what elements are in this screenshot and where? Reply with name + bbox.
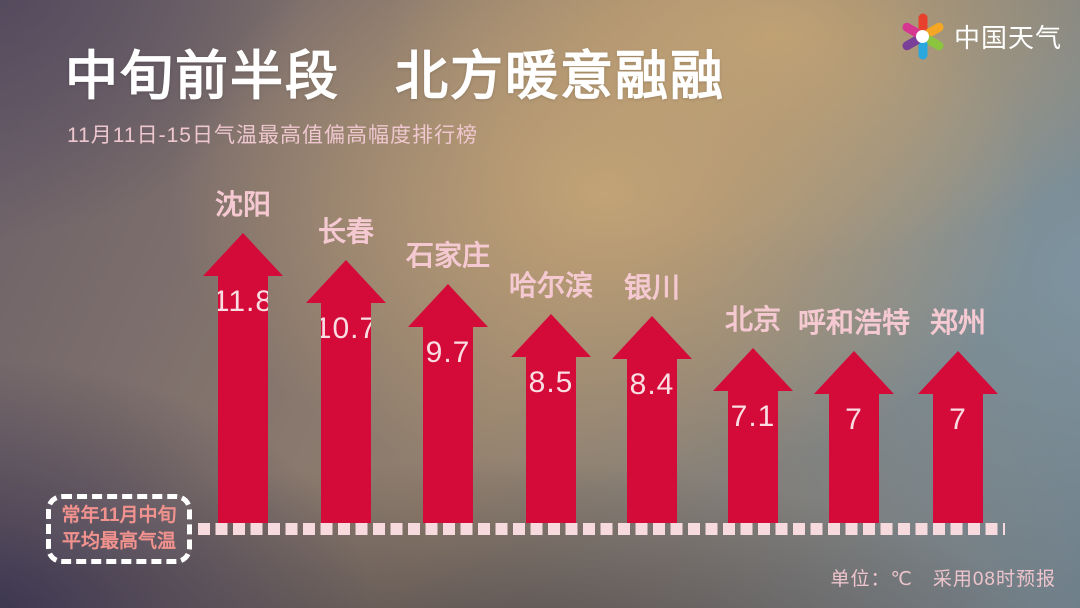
- bar-arrow-group: 长春 10.7: [306, 216, 386, 523]
- bar-arrow-group: 银川 8.4: [612, 272, 692, 523]
- up-arrow-icon: 9.7: [408, 284, 488, 523]
- value-label: 7.1: [730, 400, 776, 433]
- bar-arrow-group: 哈尔滨 8.5: [509, 270, 593, 523]
- baseline-annotation-line2: 平均最高气温: [61, 531, 176, 552]
- city-label: 银川: [623, 272, 681, 303]
- unit-and-source-note: 单位：℃ 采用08时预报: [830, 569, 1056, 590]
- city-label: 哈尔滨: [508, 270, 594, 301]
- china-weather-logo: 中国天气: [900, 13, 1062, 59]
- city-label: 长春: [317, 216, 375, 247]
- up-arrow-icon: 8.5: [511, 314, 591, 523]
- value-label: 7: [949, 403, 967, 436]
- bar-arrow-group: 呼和浩特 7: [798, 307, 910, 523]
- baseline-dotted-line: [198, 523, 1005, 535]
- logo-center-dot: [916, 29, 930, 43]
- value-label: 8.4: [629, 368, 675, 401]
- logo-text: 中国天气: [953, 22, 1062, 53]
- city-label: 沈阳: [214, 189, 272, 220]
- value-label: 7: [845, 403, 863, 436]
- up-arrow-icon: 11.8: [203, 233, 283, 523]
- value-label: 8.5: [528, 366, 574, 399]
- pinwheel-icon: [900, 13, 946, 59]
- value-label: 9.7: [425, 336, 471, 369]
- baseline-annotation-box: 常年11月中旬 平均最高气温: [46, 494, 192, 564]
- up-arrow-icon: 10.7: [306, 260, 386, 523]
- bar-arrow-group: 北京 7.1: [713, 304, 793, 523]
- page-title: 中旬前半段 北方暖意融融: [65, 47, 725, 106]
- up-arrow-icon: 8.4: [612, 316, 692, 523]
- value-label: 10.7: [314, 312, 378, 345]
- up-arrow-icon: 7: [814, 351, 894, 523]
- value-label: 11.8: [212, 285, 274, 318]
- city-label: 石家庄: [405, 240, 491, 271]
- up-arrow-icon: 7.1: [713, 348, 793, 523]
- bar-arrow-group: 石家庄 9.7: [406, 240, 490, 523]
- page-subtitle: 11月11日-15日气温最高值偏高幅度排行榜: [67, 124, 478, 147]
- city-label: 郑州: [929, 307, 987, 338]
- city-label: 呼和浩特: [797, 307, 911, 338]
- up-arrow-icon: 7: [918, 351, 998, 523]
- bar-arrow-group: 沈阳 11.8: [203, 189, 283, 523]
- city-label: 北京: [724, 304, 782, 335]
- baseline-annotation-line1: 常年11月中旬: [61, 505, 177, 526]
- bar-arrow-group: 郑州 7: [918, 307, 998, 523]
